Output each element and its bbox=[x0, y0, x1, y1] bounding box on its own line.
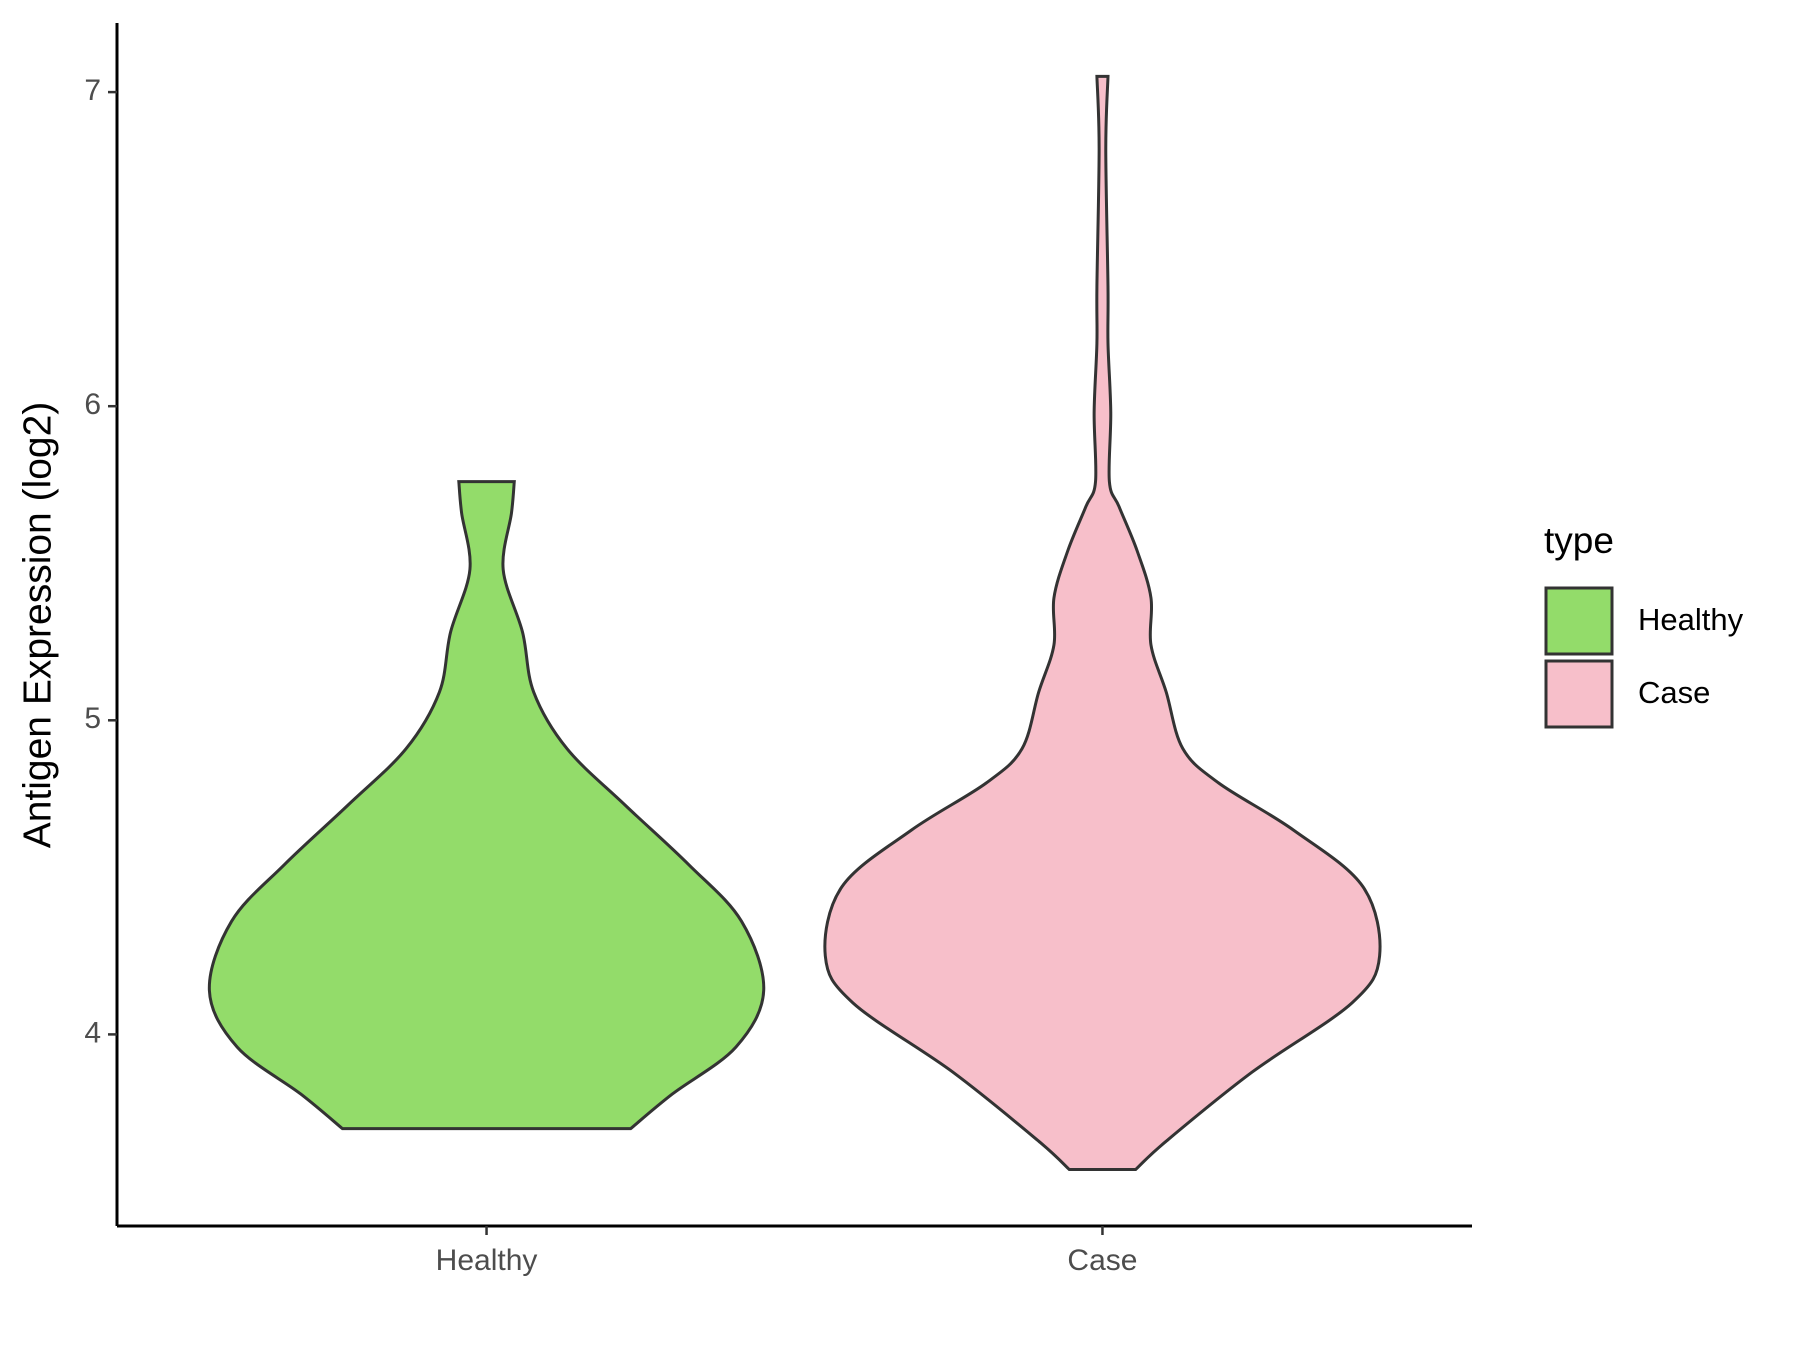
y-axis-title: Antigen Expression (log2) bbox=[16, 402, 59, 849]
legend-label: Healthy bbox=[1638, 602, 1744, 637]
y-tick-label: 5 bbox=[84, 702, 101, 735]
legend-title: type bbox=[1544, 520, 1614, 561]
y-tick-label: 7 bbox=[84, 74, 101, 107]
legend-label: Case bbox=[1638, 675, 1710, 710]
y-tick-label: 4 bbox=[84, 1016, 101, 1049]
y-tick-label: 6 bbox=[84, 388, 101, 421]
x-tick-label: Case bbox=[1067, 1244, 1137, 1277]
legend-key bbox=[1544, 659, 1614, 729]
x-tick-label: Healthy bbox=[436, 1244, 538, 1277]
violin bbox=[207, 480, 766, 1131]
violin bbox=[823, 74, 1382, 1171]
legend-key bbox=[1544, 586, 1614, 656]
